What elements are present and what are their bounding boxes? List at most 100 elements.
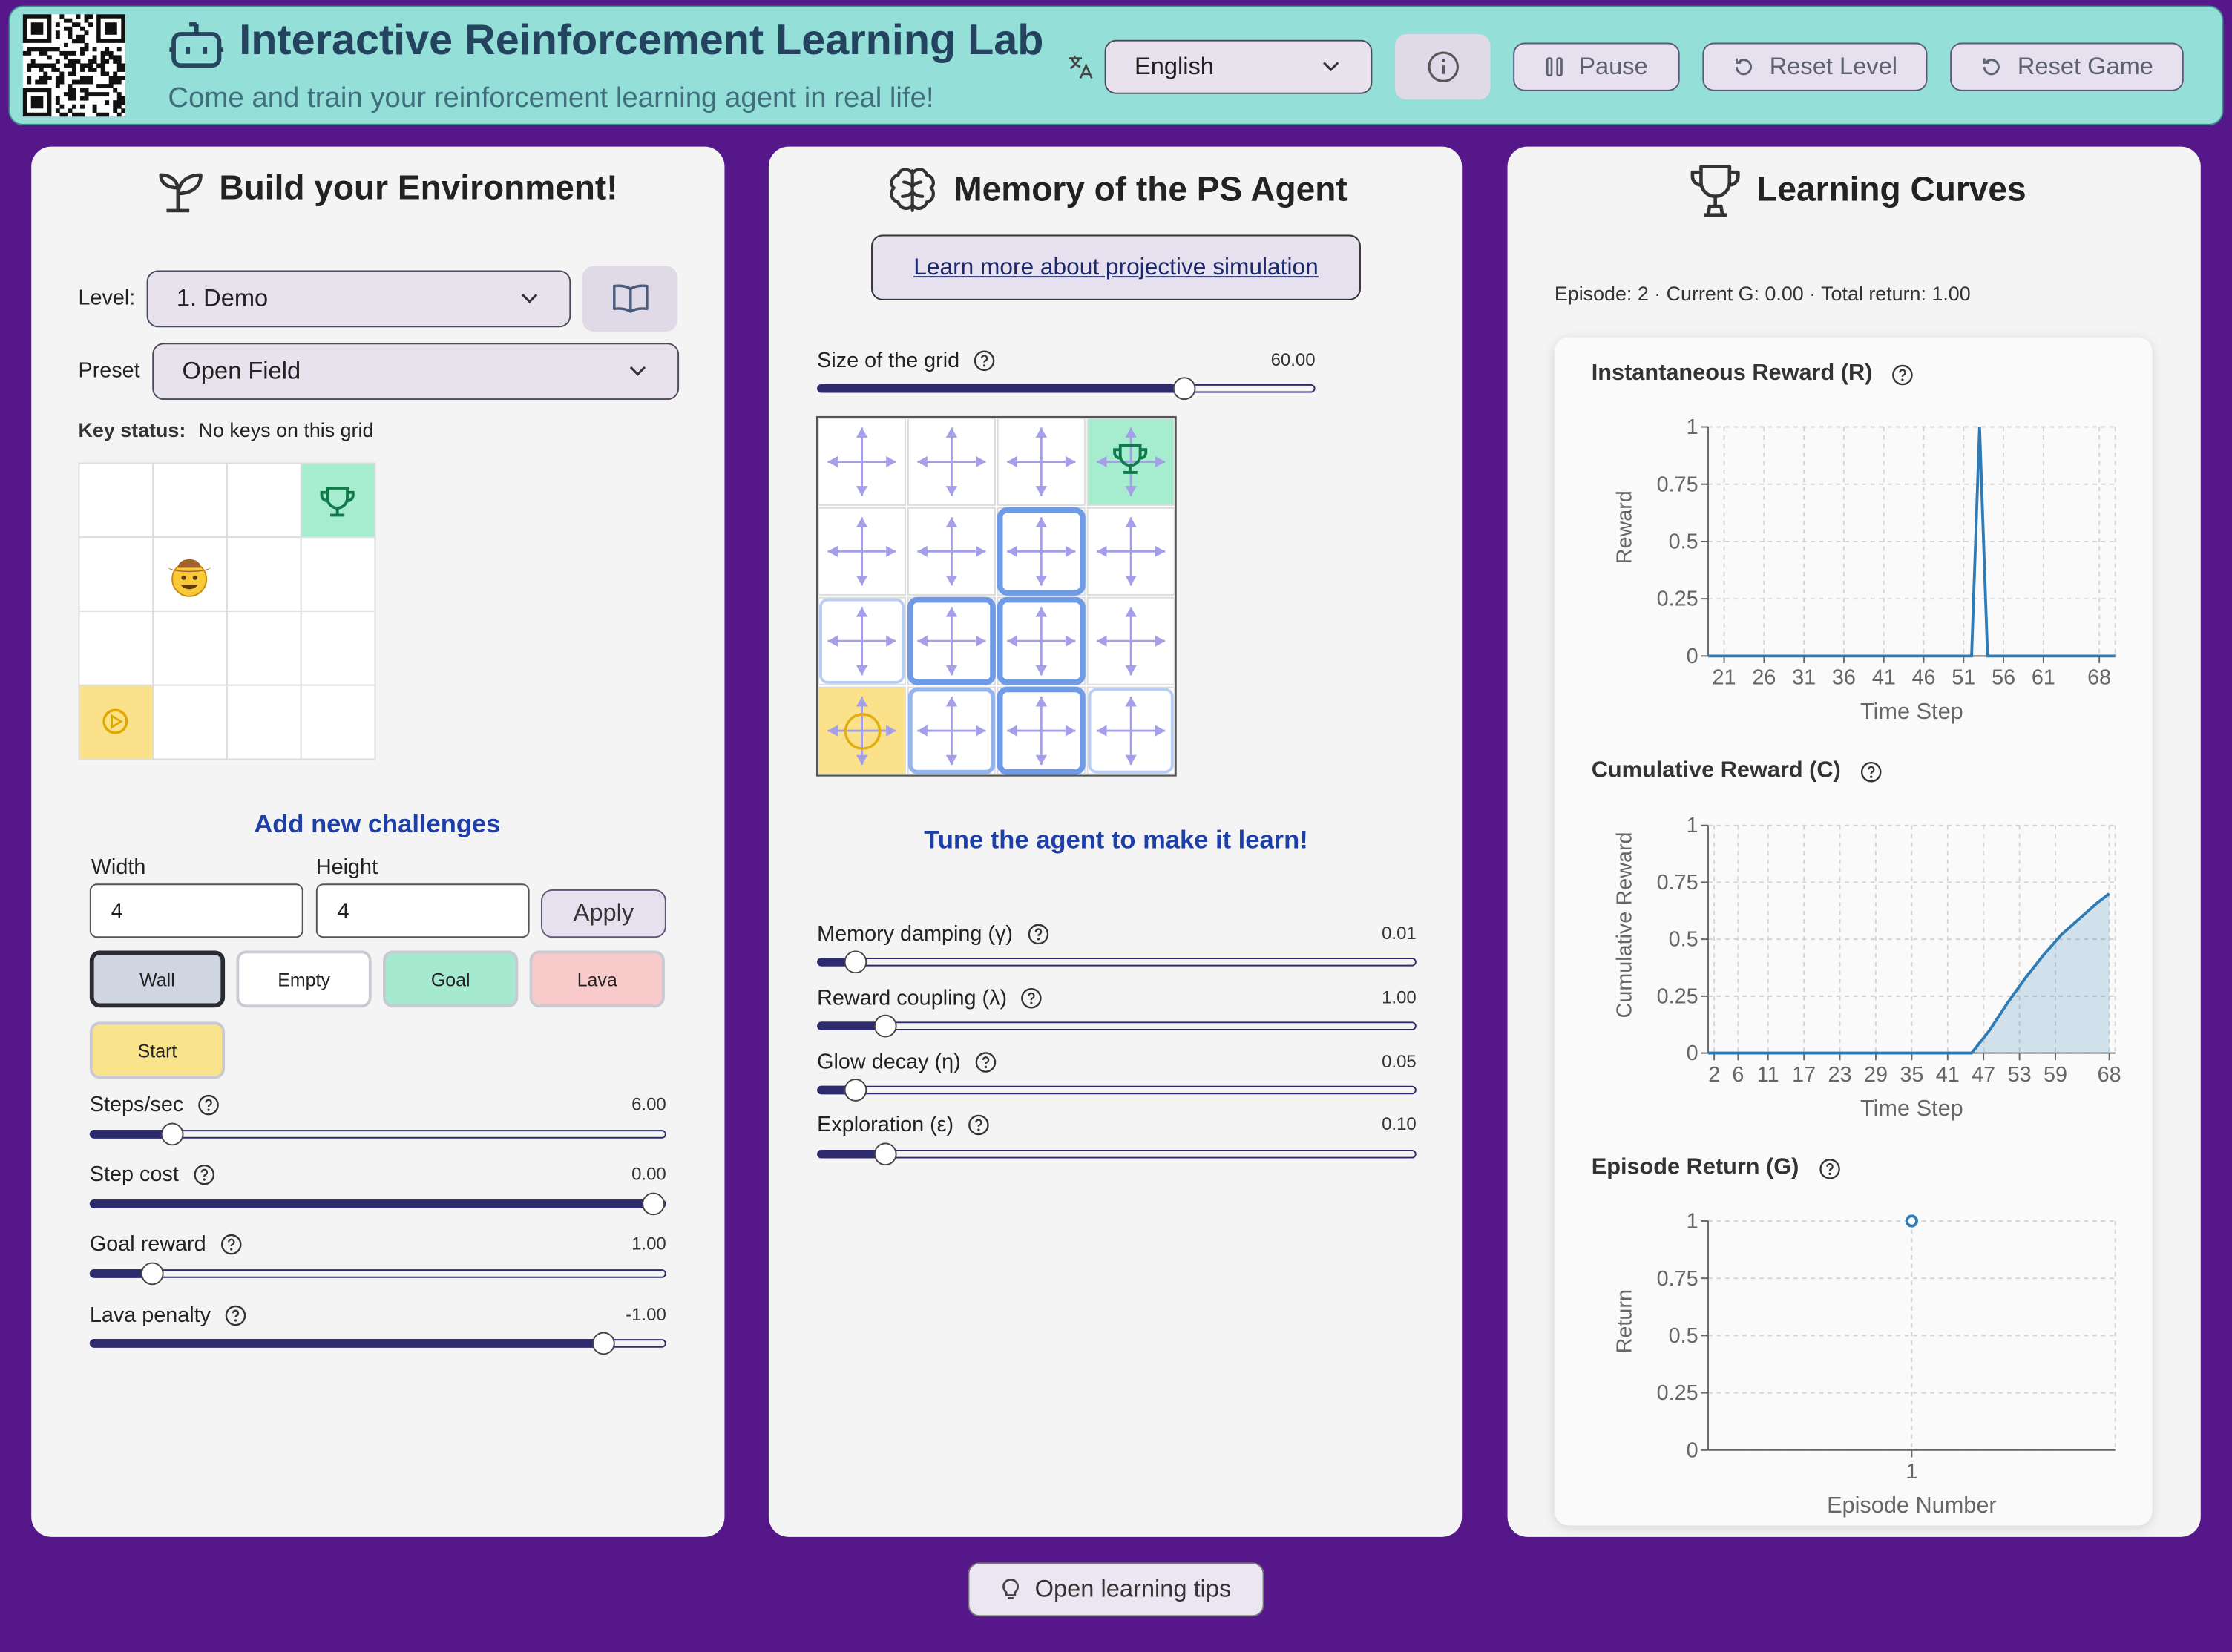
qr-module <box>76 79 81 85</box>
qr-module <box>39 50 44 56</box>
language-select[interactable]: English <box>1104 39 1373 94</box>
reset-level-button[interactable]: Reset Level <box>1702 42 1928 91</box>
qr-module <box>80 79 85 85</box>
projective-simulation-link[interactable]: Learn more about projective simulation <box>871 234 1361 300</box>
memory-slider-thumb[interactable] <box>844 950 867 974</box>
preset-select[interactable]: Open Field <box>152 343 680 401</box>
qr-module <box>88 14 93 19</box>
environment-slider-thumb[interactable] <box>160 1122 184 1146</box>
environment-slider-thumb[interactable] <box>140 1262 164 1286</box>
qr-module <box>68 88 73 93</box>
qr-module <box>55 22 60 27</box>
qr-module <box>80 39 85 44</box>
learning-tips-button[interactable]: Open learning tips <box>968 1562 1264 1617</box>
help-icon[interactable] <box>197 1094 219 1116</box>
empty-tile-button[interactable]: Empty <box>236 950 372 1008</box>
memory-slider-thumb[interactable] <box>844 1079 867 1102</box>
help-circle <box>968 1114 989 1136</box>
memory-slider-thumb[interactable] <box>873 1142 897 1166</box>
help-mark <box>974 1119 982 1127</box>
qr-module <box>71 22 76 27</box>
qr-module <box>68 84 73 89</box>
memory-slider-thumb[interactable] <box>873 1014 897 1038</box>
info-button[interactable] <box>1395 34 1491 100</box>
qr-module <box>55 84 60 89</box>
environment-slider-thumb[interactable] <box>642 1192 665 1216</box>
grid-size-slider-thumb[interactable] <box>1172 377 1196 401</box>
width-input[interactable]: 4 <box>89 883 303 938</box>
qr-module <box>113 100 118 105</box>
pause-button[interactable]: Pause <box>1513 42 1680 91</box>
help-icon[interactable] <box>225 1305 246 1326</box>
qr-module <box>76 22 81 27</box>
book-icon <box>612 284 648 313</box>
qr-module <box>80 112 85 117</box>
help-dot <box>229 1248 232 1251</box>
memory-slider-track <box>817 958 1417 967</box>
lava-tile-button[interactable]: Lava <box>529 950 665 1008</box>
qr-module <box>113 55 118 60</box>
help-icon[interactable] <box>974 350 995 372</box>
memory-slider-fill <box>817 1150 886 1159</box>
reset-game-label: Reset Game <box>2017 52 2153 80</box>
level-select[interactable]: 1. Demo <box>146 270 571 328</box>
help-icon[interactable] <box>975 1052 997 1073</box>
help-mark <box>1034 928 1042 936</box>
qr-module <box>27 79 32 85</box>
qr-module <box>92 108 97 113</box>
qr-module <box>121 76 125 80</box>
help-circle <box>1021 987 1043 1009</box>
memory-slider-label: Reward coupling (λ) <box>817 986 1043 1010</box>
qr-module <box>47 55 52 60</box>
qr-module <box>22 50 27 56</box>
help-circle <box>198 1094 219 1116</box>
help-icon[interactable] <box>193 1164 214 1185</box>
qr-module <box>55 59 60 64</box>
environment-slider-thumb[interactable] <box>592 1332 615 1355</box>
qr-module <box>71 39 76 44</box>
help-mark <box>1899 368 1907 376</box>
help-icon[interactable] <box>968 1114 989 1136</box>
apply-button[interactable]: Apply <box>540 889 666 938</box>
help-mark <box>200 1168 208 1177</box>
qr-module <box>43 47 48 52</box>
qr-module <box>116 96 122 101</box>
guide-button[interactable] <box>582 266 678 332</box>
qr-module <box>39 76 44 80</box>
qr-module <box>51 47 56 52</box>
environment-slider-label: Step cost <box>90 1162 214 1187</box>
qr-module <box>88 22 93 27</box>
environment-slider-label-text: Lava penalty <box>89 1303 211 1328</box>
qr-module <box>121 63 125 68</box>
grid-size-slider-label: Size of the grid <box>817 349 995 373</box>
help-circle <box>1819 1158 1840 1179</box>
help-mark <box>227 1238 234 1246</box>
help-icon[interactable] <box>1892 363 1914 385</box>
qr-module <box>88 92 93 97</box>
help-icon[interactable] <box>1861 760 1883 782</box>
qr-module <box>63 55 68 60</box>
key-status-label: Key status: <box>78 418 186 441</box>
qr-module <box>71 59 76 64</box>
help-dot <box>984 1065 987 1069</box>
help-icon[interactable] <box>1819 1158 1840 1179</box>
reset-game-button[interactable]: Reset Game <box>1950 42 2184 91</box>
agent-smile <box>180 585 198 590</box>
qr-module <box>47 76 52 80</box>
start-tile-button[interactable]: Start <box>89 1021 226 1079</box>
goal-tile-button[interactable]: Goal <box>383 950 519 1008</box>
help-icon[interactable] <box>1021 987 1043 1009</box>
level-label: Level: <box>78 286 136 311</box>
memory-slider-value: 1.00 <box>1382 987 1417 1008</box>
help-icon[interactable] <box>1027 924 1048 945</box>
qr-module <box>43 71 48 76</box>
help-icon[interactable] <box>220 1234 242 1255</box>
qr-module <box>80 96 85 101</box>
wall-tile-button[interactable]: Wall <box>89 950 226 1008</box>
environment-grid[interactable] <box>78 462 378 761</box>
qr-module <box>121 100 125 105</box>
qr-module <box>105 71 110 76</box>
memory-slider-label: Glow decay (η) <box>817 1050 997 1074</box>
height-input[interactable]: 4 <box>315 883 530 938</box>
